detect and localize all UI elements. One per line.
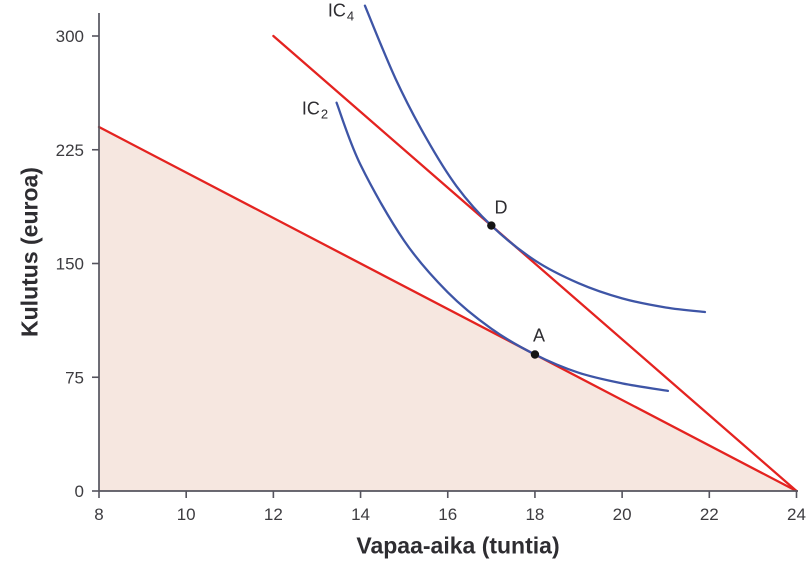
y-axis-title: Kulutus (euroa) — [16, 167, 43, 337]
ic2-label-subscript: 2 — [320, 106, 329, 122]
ic4-label-text: IC — [327, 0, 346, 21]
x-tick-label: 14 — [351, 505, 370, 524]
x-tick-label: 8 — [94, 505, 103, 524]
ic2-label-text: IC — [301, 98, 320, 119]
x-axis-title: Vapaa-aika (tuntia) — [356, 532, 560, 559]
y-tick-label: 0 — [75, 482, 84, 501]
point-marker-D — [487, 221, 496, 230]
point-label-D: D — [494, 197, 508, 218]
x-tick-label: 16 — [438, 505, 457, 524]
indifference-curve-IC4 — [363, 4, 707, 314]
ic4-curve-label: IC4 — [328, 1, 354, 24]
x-tick-label: 18 — [525, 505, 544, 524]
x-tick-label: 24 — [787, 505, 806, 524]
budget-constraint-through-D — [272, 34, 798, 493]
y-tick-label: 300 — [56, 27, 84, 46]
point-marker-A — [530, 350, 540, 359]
x-tick-label: 22 — [700, 505, 719, 524]
y-tick-label: 225 — [56, 141, 84, 160]
ic4-label-subscript: 4 — [346, 8, 355, 24]
x-tick-label: 10 — [177, 505, 196, 524]
ic2-curve-label: IC2 — [302, 99, 328, 122]
x-tick-label: 20 — [613, 505, 632, 524]
budget-constraint-through-A — [97, 125, 798, 493]
point-label-A: A — [532, 325, 546, 346]
y-tick-label: 150 — [56, 255, 84, 274]
y-tick-label: 75 — [65, 368, 84, 387]
indifference-curve-IC2 — [335, 101, 670, 393]
x-tick-label: 12 — [264, 505, 283, 524]
